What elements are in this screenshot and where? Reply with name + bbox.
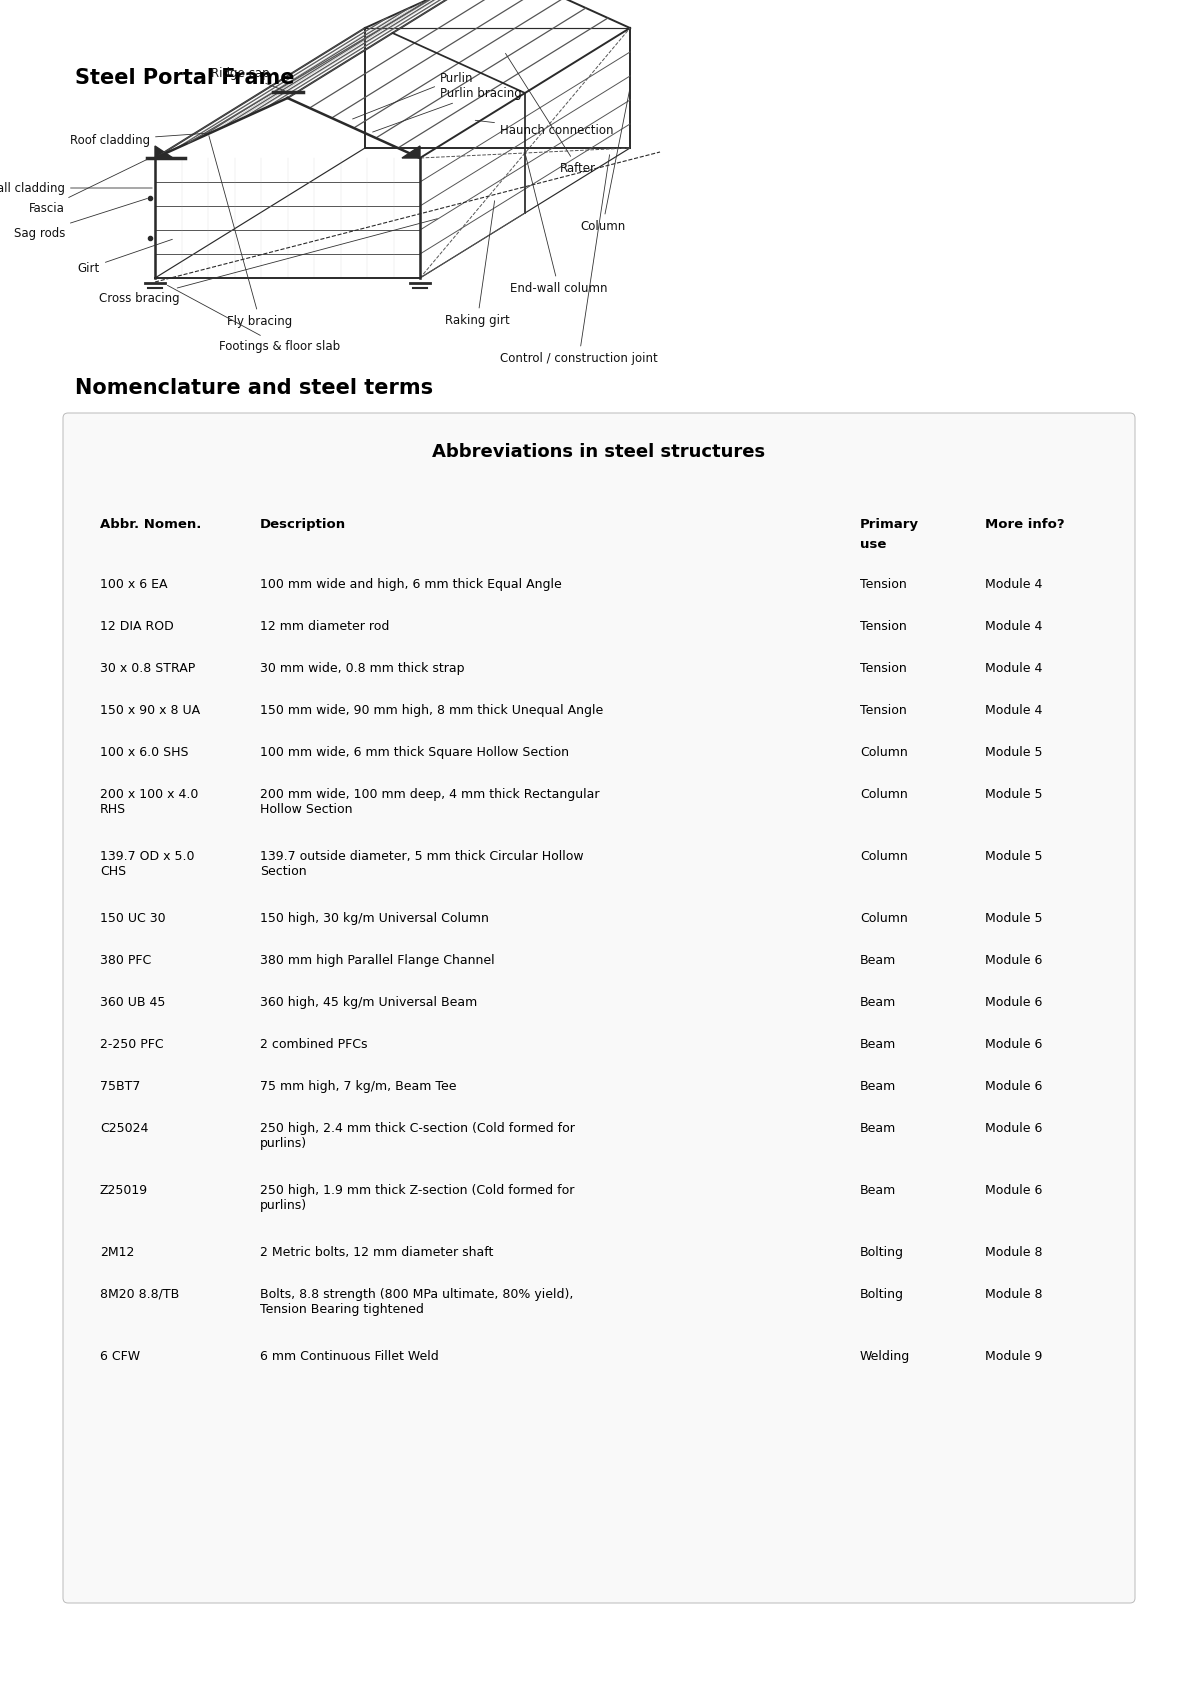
Text: Column: Column (860, 745, 907, 759)
Text: 150 mm wide, 90 mm high, 8 mm thick Unequal Angle: 150 mm wide, 90 mm high, 8 mm thick Uneq… (260, 705, 604, 717)
Text: Module 8: Module 8 (985, 1246, 1043, 1258)
Text: Purlin bracing: Purlin bracing (373, 87, 522, 132)
Text: Beam: Beam (860, 954, 896, 966)
Text: Haunch connection: Haunch connection (475, 121, 613, 136)
Text: Beam: Beam (860, 1184, 896, 1197)
Text: Ridge cap: Ridge cap (211, 66, 284, 92)
Text: Sag rods: Sag rods (13, 199, 148, 239)
Text: 150 high, 30 kg/m Universal Column: 150 high, 30 kg/m Universal Column (260, 912, 488, 925)
Text: Module 6: Module 6 (985, 1080, 1043, 1094)
Text: Column: Column (580, 90, 630, 233)
Text: 139.7 outside diameter, 5 mm thick Circular Hollow
Section: 139.7 outside diameter, 5 mm thick Circu… (260, 851, 583, 878)
Text: 250 high, 2.4 mm thick C-section (Cold formed for
purlins): 250 high, 2.4 mm thick C-section (Cold f… (260, 1122, 575, 1150)
Text: 2-250 PFC: 2-250 PFC (100, 1037, 163, 1051)
Text: 150 x 90 x 8 UA: 150 x 90 x 8 UA (100, 705, 200, 717)
Text: 2 Metric bolts, 12 mm diameter shaft: 2 Metric bolts, 12 mm diameter shaft (260, 1246, 493, 1258)
Text: Beam: Beam (860, 1122, 896, 1134)
Text: Control / construction joint: Control / construction joint (500, 155, 658, 365)
Text: 360 high, 45 kg/m Universal Beam: 360 high, 45 kg/m Universal Beam (260, 997, 478, 1009)
Text: Beam: Beam (860, 1080, 896, 1094)
Text: 100 mm wide, 6 mm thick Square Hollow Section: 100 mm wide, 6 mm thick Square Hollow Se… (260, 745, 569, 759)
Text: Girt: Girt (78, 239, 173, 275)
Text: Abbreviations in steel structures: Abbreviations in steel structures (432, 443, 766, 460)
Text: Column: Column (860, 788, 907, 801)
Text: Description: Description (260, 518, 346, 531)
Text: Tension: Tension (860, 705, 907, 717)
Text: Welding: Welding (860, 1350, 911, 1363)
Text: 250 high, 1.9 mm thick Z-section (Cold formed for
purlins): 250 high, 1.9 mm thick Z-section (Cold f… (260, 1184, 575, 1212)
Text: Module 8: Module 8 (985, 1289, 1043, 1301)
Text: Module 5: Module 5 (985, 745, 1043, 759)
Text: Primary: Primary (860, 518, 919, 531)
Text: 2 combined PFCs: 2 combined PFCs (260, 1037, 367, 1051)
Text: Module 4: Module 4 (985, 620, 1043, 633)
Text: 75BT7: 75BT7 (100, 1080, 140, 1094)
Text: Beam: Beam (860, 1037, 896, 1051)
Text: 200 x 100 x 4.0
RHS: 200 x 100 x 4.0 RHS (100, 788, 198, 817)
Polygon shape (155, 146, 173, 158)
Text: Module 6: Module 6 (985, 1184, 1043, 1197)
Text: Module 6: Module 6 (985, 1037, 1043, 1051)
Text: Module 5: Module 5 (985, 851, 1043, 863)
Text: Fascia: Fascia (29, 160, 148, 214)
Text: 6 mm Continuous Fillet Weld: 6 mm Continuous Fillet Weld (260, 1350, 439, 1363)
Text: Tension: Tension (860, 620, 907, 633)
Text: 12 mm diameter rod: 12 mm diameter rod (260, 620, 389, 633)
Text: 100 x 6.0 SHS: 100 x 6.0 SHS (100, 745, 188, 759)
Text: C25024: C25024 (100, 1122, 149, 1134)
Text: Nomenclature and steel terms: Nomenclature and steel terms (74, 379, 433, 397)
Text: Fly bracing: Fly bracing (209, 136, 293, 328)
Text: 75 mm high, 7 kg/m, Beam Tee: 75 mm high, 7 kg/m, Beam Tee (260, 1080, 456, 1094)
Text: Wall cladding: Wall cladding (0, 182, 152, 195)
Text: Module 4: Module 4 (985, 577, 1043, 591)
Text: Z25019: Z25019 (100, 1184, 148, 1197)
Text: Tension: Tension (860, 577, 907, 591)
Text: Steel Portal Frame: Steel Portal Frame (74, 68, 294, 88)
Text: Module 9: Module 9 (985, 1350, 1043, 1363)
Text: 8M20 8.8/TB: 8M20 8.8/TB (100, 1289, 179, 1301)
Text: 380 PFC: 380 PFC (100, 954, 151, 966)
Text: Column: Column (860, 851, 907, 863)
Text: Roof cladding: Roof cladding (70, 132, 208, 146)
Text: 30 mm wide, 0.8 mm thick strap: 30 mm wide, 0.8 mm thick strap (260, 662, 464, 676)
Text: Rafter: Rafter (505, 53, 596, 175)
Text: 139.7 OD x 5.0
CHS: 139.7 OD x 5.0 CHS (100, 851, 194, 878)
Text: 100 mm wide and high, 6 mm thick Equal Angle: 100 mm wide and high, 6 mm thick Equal A… (260, 577, 562, 591)
Text: Abbr. Nomen.: Abbr. Nomen. (100, 518, 202, 531)
FancyBboxPatch shape (64, 413, 1135, 1603)
Text: Module 6: Module 6 (985, 1122, 1043, 1134)
Text: 6 CFW: 6 CFW (100, 1350, 140, 1363)
Text: Beam: Beam (860, 997, 896, 1009)
Text: Tension: Tension (860, 662, 907, 676)
Text: 2M12: 2M12 (100, 1246, 134, 1258)
Text: Raking girt: Raking girt (445, 200, 510, 326)
Text: Purlin: Purlin (353, 71, 474, 119)
Text: Column: Column (860, 912, 907, 925)
Text: Module 5: Module 5 (985, 912, 1043, 925)
Text: Bolting: Bolting (860, 1246, 904, 1258)
Text: use: use (860, 538, 887, 550)
Text: 12 DIA ROD: 12 DIA ROD (100, 620, 174, 633)
Text: Module 5: Module 5 (985, 788, 1043, 801)
Text: 380 mm high Parallel Flange Channel: 380 mm high Parallel Flange Channel (260, 954, 494, 966)
Text: 30 x 0.8 STRAP: 30 x 0.8 STRAP (100, 662, 196, 676)
Polygon shape (402, 146, 420, 158)
Text: 360 UB 45: 360 UB 45 (100, 997, 166, 1009)
Text: Cross bracing: Cross bracing (100, 219, 437, 304)
Text: 100 x 6 EA: 100 x 6 EA (100, 577, 168, 591)
Text: Module 6: Module 6 (985, 954, 1043, 966)
Text: Bolts, 8.8 strength (800 MPa ultimate, 80% yield),
Tension Bearing tightened: Bolts, 8.8 strength (800 MPa ultimate, 8… (260, 1289, 574, 1316)
Text: Bolting: Bolting (860, 1289, 904, 1301)
Text: Footings & floor slab: Footings & floor slab (168, 285, 341, 353)
Text: 200 mm wide, 100 mm deep, 4 mm thick Rectangular
Hollow Section: 200 mm wide, 100 mm deep, 4 mm thick Rec… (260, 788, 600, 817)
Text: Module 4: Module 4 (985, 662, 1043, 676)
Text: Module 4: Module 4 (985, 705, 1043, 717)
Text: More info?: More info? (985, 518, 1064, 531)
Text: End-wall column: End-wall column (510, 156, 607, 294)
Text: Module 6: Module 6 (985, 997, 1043, 1009)
Text: 150 UC 30: 150 UC 30 (100, 912, 166, 925)
